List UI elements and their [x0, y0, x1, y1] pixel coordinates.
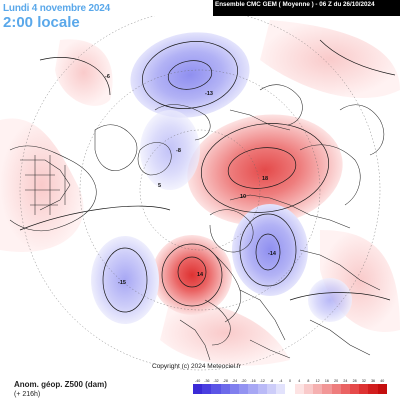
- arctic-trough-anomaly: [130, 32, 250, 118]
- variable-label: Anom. géop. Z500 (dam): [14, 380, 107, 389]
- colorbar-swatch: [313, 384, 323, 394]
- colorbar-swatch: [211, 384, 221, 394]
- colorbar-swatch: [294, 384, 304, 394]
- model-info-bar: [213, 0, 400, 16]
- colorbar-tick-label: -36: [204, 379, 210, 383]
- colorbar-tick-label: 16: [324, 379, 329, 383]
- colorbar-tick-label: 24: [343, 379, 348, 383]
- colorbar-tick-label: 36: [371, 379, 376, 383]
- colorbar-swatch: [266, 384, 277, 394]
- anomaly-label: -13: [205, 91, 213, 97]
- west-atlantic-trough-anomaly: [91, 236, 159, 324]
- model-info-text: Ensemble CMC GEM ( Moyenne ) - 06 Z du 2…: [215, 1, 375, 8]
- anomaly-label: -8: [176, 148, 181, 154]
- colorbar-swatch: [193, 384, 203, 394]
- contour-lines: [19, 39, 396, 313]
- colorbar-tick-label: -4: [279, 379, 283, 383]
- colorbar-tick-label: -16: [250, 379, 256, 383]
- colorbar-swatch: [248, 384, 258, 394]
- colorbar-swatch: [349, 384, 360, 394]
- colorbar-tick-label: 0: [288, 379, 291, 383]
- colorbar-tick-label: 28: [352, 379, 357, 383]
- colorbar-tick-label: 40: [380, 379, 385, 383]
- colorbar-tick-label: 32: [361, 379, 366, 383]
- eurasian-trough-anomaly: [232, 204, 308, 296]
- colorbar-tick-labels: -40 -36 -32 -28 -24 -20 -16 -12 -8 -4 0 4 8 12 16 20 24 2…: [193, 378, 387, 384]
- colorbar-swatch: [331, 384, 341, 394]
- colorbar: [193, 384, 387, 394]
- colorbar-tick-label: -40: [195, 379, 201, 383]
- copyright-text: Copyright (c) 2024 Meteociel.fr: [152, 363, 241, 370]
- colorbar-tick-label: 4: [298, 379, 301, 383]
- anomaly-label: -6: [105, 74, 110, 80]
- anomaly-label: 5: [158, 183, 161, 189]
- siberian-ridge-anomaly: [187, 114, 343, 226]
- anomaly-label: 10: [240, 194, 246, 200]
- anomaly-label: -15: [118, 280, 126, 286]
- positive-anomaly-area: [0, 118, 84, 252]
- colorbar-swatch: [285, 384, 295, 394]
- colorbar-swatch: [276, 384, 286, 394]
- lead-time-label: (+ 216h): [14, 391, 41, 398]
- colorbar-swatch: [322, 384, 332, 394]
- latitude-circles: [19, 16, 381, 371]
- colorbar-swatch: [239, 384, 249, 394]
- positive-anomaly-area: [160, 300, 290, 366]
- anomaly-label: 18: [262, 176, 268, 182]
- coastlines: [9, 84, 385, 361]
- colorbar-swatch: [257, 384, 267, 394]
- colorbar-swatch: [359, 384, 369, 394]
- colorbar-tick-label: 12: [315, 379, 320, 383]
- forecast-time-title: 2:00 locale: [3, 14, 80, 31]
- colorbar-tick-label: -8: [269, 379, 274, 383]
- colorbar-swatch: [220, 384, 230, 394]
- colorbar-tick-label: -28: [222, 379, 228, 383]
- colorbar-tick-label: -20: [241, 379, 247, 383]
- forecast-date-title: Lundi 4 novembre 2024: [3, 3, 110, 14]
- colorbar-tick-label: 20: [334, 379, 339, 383]
- colorbar-swatch: [229, 384, 240, 394]
- atlantic-ridge-anomaly: [152, 235, 232, 315]
- colorbar-swatch: [340, 384, 350, 394]
- colorbar-swatch: [368, 384, 378, 394]
- anomaly-label: -14: [268, 251, 277, 257]
- colorbar-swatch: [303, 384, 314, 394]
- positive-anomaly-area: [260, 20, 400, 99]
- anomaly-label: 14: [197, 272, 204, 278]
- colorbar-tick-label: 8: [307, 379, 310, 383]
- colorbar-swatch: [202, 384, 212, 394]
- anomaly-labels: -13 -6 18 10 14 -14 -15 5 -8: [105, 74, 277, 286]
- southeast-trough-anomaly: [308, 278, 352, 322]
- colorbar-swatch: [377, 384, 387, 394]
- positive-anomaly-area: [55, 39, 113, 106]
- colorbar-tick-label: -12: [259, 379, 265, 383]
- colorbar-tick-label: -32: [213, 379, 219, 383]
- colorbar-tick-label: -24: [231, 379, 238, 383]
